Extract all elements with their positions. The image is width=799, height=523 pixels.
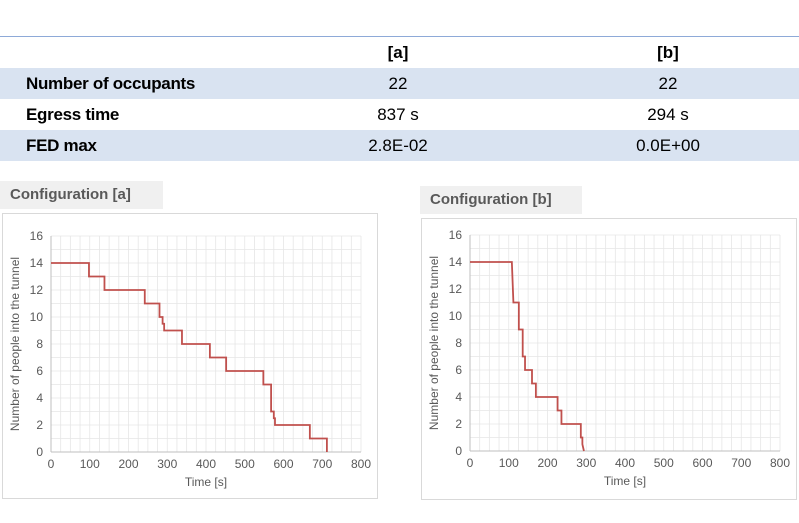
x-axis-title: Time [s] bbox=[185, 475, 227, 489]
cell-a: 2.8E-02 bbox=[368, 136, 428, 155]
x-tick-label: 800 bbox=[351, 457, 371, 471]
series-line bbox=[51, 262, 328, 452]
cell-a: 22 bbox=[388, 74, 408, 93]
x-tick-label: 600 bbox=[692, 456, 712, 470]
row-label: Egress time bbox=[26, 105, 120, 124]
y-tick-label: 16 bbox=[449, 228, 463, 242]
y-tick-label: 8 bbox=[36, 337, 43, 351]
header-a: [a] bbox=[387, 43, 409, 62]
y-tick-label: 16 bbox=[30, 229, 44, 243]
config-a-title: Configuration [a] bbox=[0, 181, 163, 209]
table-row: Number of occupants 22 22 bbox=[0, 68, 799, 99]
y-tick-label: 10 bbox=[449, 309, 463, 323]
y-tick-label: 4 bbox=[36, 391, 43, 405]
x-tick-label: 500 bbox=[654, 456, 674, 470]
y-tick-label: 14 bbox=[449, 255, 463, 269]
y-tick-label: 8 bbox=[455, 336, 462, 350]
table-header-row: [a] [b] bbox=[0, 37, 799, 68]
y-tick-label: 12 bbox=[30, 283, 44, 297]
header-b: [b] bbox=[657, 43, 679, 62]
results-table: [a] [b] Number of occupants 22 22 Egress… bbox=[0, 36, 799, 161]
y-tick-label: 10 bbox=[30, 310, 44, 324]
cell-b: 294 s bbox=[647, 105, 689, 124]
table-row: FED max 2.8E-02 0.0E+00 bbox=[0, 130, 799, 161]
y-tick-label: 6 bbox=[36, 364, 43, 378]
x-tick-label: 0 bbox=[48, 457, 55, 471]
x-tick-label: 600 bbox=[273, 457, 293, 471]
chart-a: 0 100 200 300 400 500 600 700 800 0 2 4 6 8 10 12 14 16 Ti… bbox=[8, 229, 371, 489]
x-tick-label: 200 bbox=[118, 457, 138, 471]
series-line bbox=[470, 261, 585, 452]
x-tick-label: 100 bbox=[499, 456, 519, 470]
chart-panel-a: 0 100 200 300 400 500 600 700 800 0 2 4 6 8 10 12 14 16 Ti… bbox=[2, 213, 378, 499]
x-tick-label: 700 bbox=[312, 457, 332, 471]
x-tick-label: 300 bbox=[157, 457, 177, 471]
y-tick-label: 4 bbox=[455, 390, 462, 404]
x-tick-label: 300 bbox=[576, 456, 596, 470]
x-tick-label: 700 bbox=[731, 456, 751, 470]
y-tick-label: 2 bbox=[455, 417, 462, 431]
cell-b: 0.0E+00 bbox=[636, 136, 700, 155]
y-tick-label: 12 bbox=[449, 282, 463, 296]
x-axis-title: Time [s] bbox=[604, 474, 646, 488]
x-tick-label: 400 bbox=[615, 456, 635, 470]
cell-a: 837 s bbox=[377, 105, 419, 124]
x-tick-label: 400 bbox=[196, 457, 216, 471]
chart-b: 0 100 200 300 400 500 600 700 800 0 2 4 6 8 10 12 14 16 Ti… bbox=[427, 228, 790, 488]
cell-b: 22 bbox=[658, 74, 678, 93]
x-tick-label: 500 bbox=[235, 457, 255, 471]
row-label: Number of occupants bbox=[26, 74, 196, 93]
config-b-title: Configuration [b] bbox=[420, 186, 582, 214]
y-axis-title: Number of people into the tunnel bbox=[427, 256, 441, 430]
y-tick-label: 0 bbox=[455, 444, 462, 458]
x-tick-label: 200 bbox=[537, 456, 557, 470]
y-tick-label: 6 bbox=[455, 363, 462, 377]
y-tick-label: 14 bbox=[30, 256, 44, 270]
y-axis-title: Number of people into the tunnel bbox=[8, 257, 22, 431]
y-tick-label: 2 bbox=[36, 418, 43, 432]
chart-panel-b: 0 100 200 300 400 500 600 700 800 0 2 4 6 8 10 12 14 16 Ti… bbox=[421, 218, 797, 500]
row-label: FED max bbox=[26, 136, 97, 155]
x-tick-label: 0 bbox=[467, 456, 474, 470]
x-tick-label: 800 bbox=[770, 456, 790, 470]
table-row: Egress time 837 s 294 s bbox=[0, 99, 799, 130]
y-tick-label: 0 bbox=[36, 445, 43, 459]
x-tick-label: 100 bbox=[80, 457, 100, 471]
table-top-rule bbox=[0, 36, 799, 37]
